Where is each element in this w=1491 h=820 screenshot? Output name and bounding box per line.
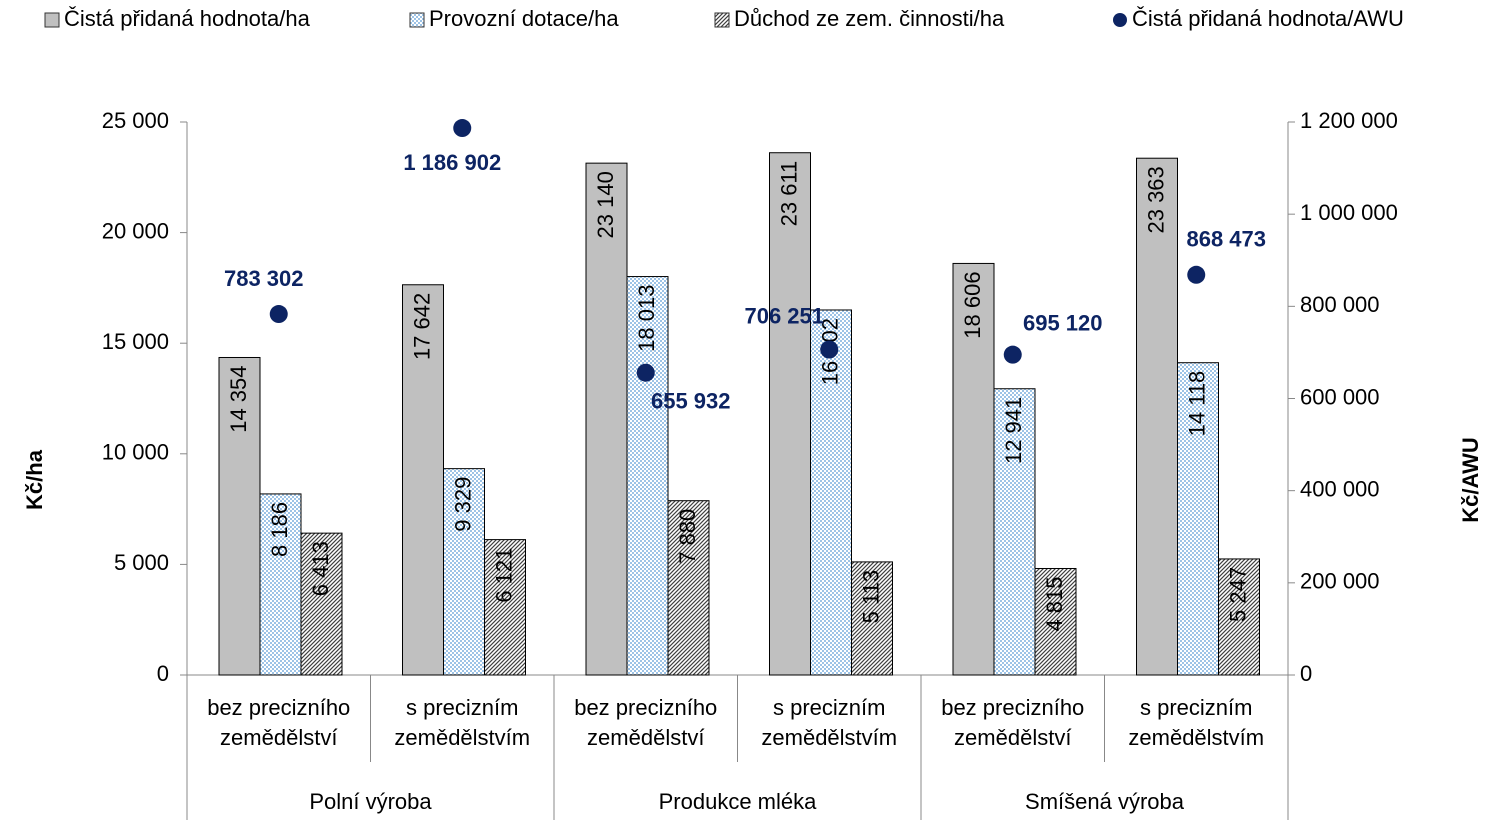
point	[1187, 265, 1206, 284]
y-tick-label: 10 000	[102, 440, 169, 465]
y-tick-label: 20 000	[102, 218, 169, 243]
legend-marker	[1113, 13, 1127, 27]
value-label: 5 247	[1225, 567, 1250, 622]
value-label: 8 186	[267, 502, 292, 557]
bar	[1177, 362, 1219, 676]
legend-marker	[409, 12, 425, 28]
value-label: 12 941	[1001, 397, 1026, 464]
value-label: 17 642	[409, 293, 434, 360]
value-label: 6 121	[491, 548, 516, 603]
value-label: 1 186 902	[403, 150, 501, 175]
value-label: 23 363	[1143, 166, 1168, 233]
y2-tick-label: 600 000	[1300, 384, 1380, 409]
legend-label: Čistá přidaná hodnota/ha	[64, 6, 311, 31]
bar	[402, 284, 444, 676]
group-label: Produkce mléka	[659, 789, 818, 814]
point	[636, 363, 655, 382]
point	[269, 305, 288, 324]
group-label: Polní výroba	[309, 789, 432, 814]
value-label: 23 140	[593, 171, 618, 238]
bar	[626, 276, 669, 676]
x-tick-label: bez precizního zemědělství	[207, 695, 351, 750]
bar	[1034, 567, 1077, 676]
value-label: 655 932	[651, 389, 731, 414]
value-label: 706 251	[744, 303, 824, 328]
value-label: 4 815	[1042, 576, 1067, 631]
y2-axis-title: Kč/AWU	[1458, 437, 1483, 523]
legend-label: Čistá přidaná hodnota/AWU	[1132, 6, 1404, 31]
y2-tick-label: 0	[1300, 661, 1312, 686]
bar	[769, 152, 811, 676]
y2-tick-label: 400 000	[1300, 476, 1380, 501]
bar	[810, 309, 852, 676]
x-tick-label: bez precizního zemědělství	[941, 695, 1085, 750]
point	[1003, 345, 1022, 364]
bar	[851, 561, 893, 676]
value-label: 9 329	[450, 477, 475, 532]
value-label: 868 473	[1186, 227, 1266, 252]
value-label: 14 118	[1184, 371, 1209, 437]
point	[820, 340, 839, 359]
value-label: 5 113	[858, 570, 883, 623]
legend-marker	[44, 12, 60, 28]
bar	[259, 493, 302, 676]
bar	[585, 162, 628, 676]
y2-tick-label: 200 000	[1300, 569, 1380, 594]
legend-label: Provozní dotace/ha	[429, 6, 619, 31]
y2-tick-label: 800 000	[1300, 292, 1380, 317]
y-tick-label: 0	[157, 661, 169, 686]
bar	[1136, 157, 1178, 676]
group-label: Smíšená výroba	[1025, 789, 1185, 814]
x-tick-label: bez precizního zemědělství	[574, 695, 718, 750]
bar	[993, 388, 1036, 676]
y-tick-label: 5 000	[114, 550, 169, 575]
value-label: 18 013	[634, 285, 659, 352]
y-tick-label: 15 000	[102, 329, 169, 354]
y2-tick-label: 1 000 000	[1300, 200, 1398, 225]
bar	[300, 532, 343, 676]
x-tick-label: s precizním zemědělstvím	[394, 695, 531, 750]
x-tick-label: s precizním zemědělstvím	[761, 695, 898, 750]
point	[453, 119, 472, 138]
bar	[952, 262, 995, 676]
y-axis-title: Kč/ha	[22, 449, 47, 510]
value-label: 14 354	[226, 365, 251, 432]
value-label: 783 302	[224, 266, 304, 291]
value-label: 6 413	[308, 541, 333, 596]
bar	[218, 356, 261, 676]
value-label: 7 880	[675, 509, 700, 564]
value-label: 23 611	[776, 161, 801, 227]
y2-tick-label: 1 200 000	[1300, 108, 1398, 133]
legend-label: Důchod ze zem. činnosti/ha	[734, 6, 1005, 31]
y-tick-label: 25 000	[102, 108, 169, 133]
bar	[667, 500, 710, 676]
value-label: 695 120	[1023, 310, 1103, 335]
legend-marker	[714, 12, 730, 28]
bar	[484, 539, 526, 676]
bar	[1218, 558, 1260, 676]
value-label: 18 606	[960, 271, 985, 338]
x-tick-label: s precizním zemědělstvím	[1128, 695, 1265, 750]
